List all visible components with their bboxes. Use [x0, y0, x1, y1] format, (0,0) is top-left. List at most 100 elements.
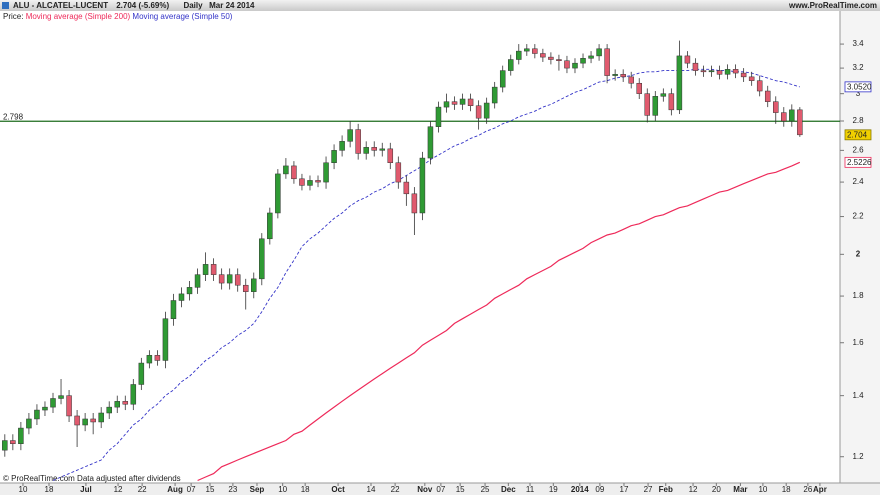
- candle-body: [154, 355, 161, 361]
- y-tick-label: 3.4: [852, 39, 864, 48]
- candle-body: [138, 362, 145, 385]
- candle-body: [226, 274, 233, 284]
- x-tick-label: Feb: [659, 485, 673, 494]
- x-tick-label: 15: [206, 485, 215, 494]
- candle-body: [588, 55, 594, 59]
- x-tick-label: 20: [712, 485, 721, 494]
- candle-body: [668, 93, 675, 111]
- candle-body: [323, 162, 329, 183]
- candle-body: [106, 406, 112, 414]
- candle-body: [764, 90, 771, 102]
- candle-body: [636, 82, 642, 94]
- candle-body: [443, 101, 450, 108]
- candle-body: [507, 59, 514, 71]
- candle-body: [10, 440, 16, 444]
- candle-body: [90, 418, 96, 423]
- candle-body: [18, 427, 24, 444]
- x-tick-label: 2014: [571, 485, 589, 494]
- x-tick-label: 10: [19, 485, 28, 494]
- x-tick-label: Sep: [250, 485, 265, 494]
- candle-body: [628, 76, 634, 84]
- candle-body: [194, 274, 201, 288]
- candle-body: [26, 418, 32, 429]
- candle-body: [403, 181, 410, 195]
- instrument-quote: 2.704 (-5.69%): [116, 1, 169, 10]
- candle-body: [339, 141, 345, 151]
- candle-body: [34, 409, 40, 420]
- moving-average-line: [197, 161, 801, 482]
- x-tick-label: 07: [187, 485, 196, 494]
- moving-average-line: [52, 68, 800, 481]
- candle-body: [114, 401, 120, 408]
- candle-body: [516, 50, 522, 60]
- candle-body: [387, 148, 394, 164]
- y-tick-label: 3.2: [852, 63, 864, 72]
- candle-body: [773, 101, 779, 113]
- last-value-label-box: [844, 156, 872, 168]
- x-tick-label: 15: [456, 485, 465, 494]
- candle-body: [50, 398, 56, 408]
- x-tick-label: Dec: [501, 485, 516, 494]
- candle-body: [475, 105, 482, 119]
- candle-body: [178, 293, 185, 301]
- candle-body: [459, 98, 466, 105]
- candle-body: [491, 86, 498, 104]
- candle-body: [242, 284, 249, 292]
- candle-body: [564, 60, 570, 69]
- x-tick-label: 11: [526, 485, 535, 494]
- last-value-label-box: [844, 81, 872, 93]
- candle-body: [98, 412, 104, 423]
- candle-body: [122, 401, 129, 405]
- app-icon: [2, 2, 9, 9]
- y-tick-label: 2.4: [852, 177, 864, 186]
- last-price-label: 2.704: [847, 130, 868, 139]
- candle-body: [724, 69, 731, 75]
- candle-body: [42, 406, 48, 411]
- candle-body: [275, 173, 281, 214]
- legend-entry: Price:: [3, 12, 23, 21]
- y-tick-label: 2.6: [852, 145, 864, 154]
- y-tick-label: 1.6: [852, 338, 864, 347]
- candle-body: [435, 106, 442, 127]
- y-tick-label: 3: [856, 89, 861, 98]
- y-tick-label: 1.2: [852, 452, 864, 461]
- candle-body: [2, 440, 8, 451]
- candle-body: [58, 395, 64, 399]
- candle-body: [652, 96, 659, 116]
- x-tick-label: 23: [228, 485, 237, 494]
- candle-body: [748, 76, 755, 81]
- candle-body: [234, 274, 241, 286]
- candle-body: [82, 418, 88, 426]
- candle-body: [74, 415, 80, 426]
- candle-body: [596, 48, 602, 57]
- y-tick-label: 1.8: [852, 291, 864, 300]
- x-tick-label: 17: [620, 485, 629, 494]
- x-tick-label: 27: [644, 485, 653, 494]
- candle-body: [395, 162, 402, 183]
- candle-body: [363, 147, 369, 154]
- x-tick-label: 10: [758, 485, 767, 494]
- candle-body: [708, 70, 715, 73]
- candle-body: [604, 48, 610, 76]
- last-value-label: 3.0520: [847, 82, 872, 91]
- y-tick-label: 2: [856, 249, 861, 258]
- candle-body: [692, 62, 699, 71]
- legend: Price: Moving average (Simple 200) Movin…: [3, 12, 233, 21]
- candle-body: [612, 74, 618, 76]
- candle-body: [251, 278, 257, 292]
- candle-body: [548, 56, 554, 60]
- x-tick-label: Jul: [80, 485, 92, 494]
- candle-body: [331, 150, 337, 164]
- candle-body: [259, 238, 265, 280]
- candle-body: [572, 62, 578, 69]
- candle-body: [130, 384, 137, 405]
- candle-body: [355, 129, 361, 154]
- candle-body: [419, 157, 426, 214]
- candle-body: [580, 58, 586, 64]
- candle-body: [283, 165, 289, 175]
- candle-body: [789, 109, 795, 122]
- candle-body: [644, 93, 651, 116]
- x-tick-label: Mar: [733, 485, 747, 494]
